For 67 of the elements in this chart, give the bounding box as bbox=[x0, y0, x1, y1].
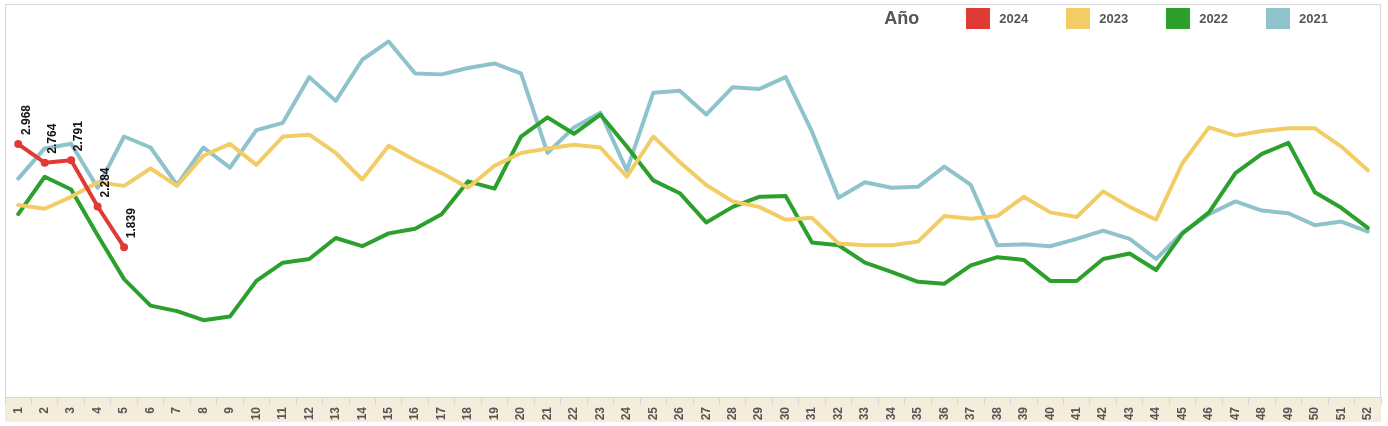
x-tick-label: 13 bbox=[328, 406, 343, 421]
x-tick-label: 33 bbox=[857, 406, 872, 421]
legend-label: 2023 bbox=[1099, 11, 1129, 26]
x-tick-label: 51 bbox=[1333, 406, 1348, 421]
x-tick-label: 20 bbox=[513, 406, 528, 421]
data-label: 2.791 bbox=[71, 120, 86, 152]
x-tick-label: 30 bbox=[777, 406, 792, 421]
x-tick-label: 5 bbox=[116, 406, 131, 414]
x-tick-label: 36 bbox=[936, 406, 951, 421]
point bbox=[40, 158, 49, 167]
point bbox=[14, 140, 23, 149]
point bbox=[120, 243, 129, 252]
x-tick-label: 39 bbox=[1016, 406, 1031, 421]
x-tick-label: 22 bbox=[566, 406, 581, 421]
x-tick-label: 29 bbox=[751, 406, 766, 421]
legend-label: 2022 bbox=[1199, 11, 1229, 26]
x-tick-label: 3 bbox=[63, 406, 78, 414]
x-tick-label: 38 bbox=[989, 406, 1004, 421]
x-tick-label: 50 bbox=[1307, 406, 1322, 421]
x-tick-label: 31 bbox=[804, 406, 819, 421]
x-tick-label: 16 bbox=[407, 406, 422, 421]
x-tick-label: 26 bbox=[672, 406, 687, 421]
x-tick-label: 1 bbox=[10, 406, 25, 414]
x-tick-label: 15 bbox=[381, 406, 395, 421]
point bbox=[67, 156, 76, 165]
x-tick-label: 28 bbox=[725, 406, 739, 421]
x-tick-label: 49 bbox=[1280, 406, 1295, 421]
x-tick-label: 9 bbox=[222, 406, 237, 414]
legend-label: 2021 bbox=[1299, 11, 1328, 26]
x-tick-label: 11 bbox=[275, 406, 290, 420]
x-tick-label: 34 bbox=[883, 406, 898, 421]
x-tick-label: 25 bbox=[645, 406, 660, 421]
x-tick-label: 37 bbox=[963, 406, 978, 421]
x-tick-label: 35 bbox=[910, 406, 925, 421]
x-tick-label: 2 bbox=[37, 406, 51, 414]
x-tick-label: 24 bbox=[619, 406, 634, 421]
x-tick-label: 17 bbox=[433, 406, 448, 421]
x-tick-label: 45 bbox=[1174, 406, 1189, 421]
x-tick-label: 52 bbox=[1360, 406, 1375, 421]
x-tick-label: 42 bbox=[1095, 406, 1110, 421]
x-tick-label: 44 bbox=[1148, 406, 1163, 421]
x-tick-label: 48 bbox=[1254, 406, 1269, 421]
legend-title: Año bbox=[884, 8, 920, 29]
x-tick-label: 43 bbox=[1121, 406, 1136, 421]
x-tick-label: 8 bbox=[195, 406, 210, 414]
x-tick-label: 10 bbox=[248, 406, 263, 421]
data-label: 2.284 bbox=[97, 167, 112, 198]
x-tick-label: 21 bbox=[539, 406, 554, 421]
x-tick-label: 40 bbox=[1042, 406, 1057, 421]
data-label: 2.968 bbox=[18, 104, 33, 136]
x-tick-label: 14 bbox=[354, 406, 369, 421]
x-tick-label: 32 bbox=[830, 406, 845, 421]
x-tick-label: 18 bbox=[460, 406, 475, 421]
x-tick-label: 46 bbox=[1201, 406, 1216, 421]
legend-label: 2024 bbox=[999, 11, 1029, 26]
x-tick-label: 4 bbox=[89, 406, 104, 414]
data-label: 2.764 bbox=[45, 123, 59, 154]
x-tick-label: 7 bbox=[169, 406, 184, 414]
x-tick-label: 23 bbox=[592, 406, 607, 421]
data-label: 1.839 bbox=[124, 207, 139, 239]
x-tick-label: 41 bbox=[1069, 406, 1083, 421]
x-tick-label: 27 bbox=[698, 406, 713, 421]
point bbox=[93, 202, 102, 211]
x-tick-label: 12 bbox=[301, 406, 316, 421]
x-tick-label: 6 bbox=[142, 406, 157, 414]
x-tick-label: 19 bbox=[486, 406, 501, 421]
x-tick-label: 47 bbox=[1227, 406, 1242, 421]
